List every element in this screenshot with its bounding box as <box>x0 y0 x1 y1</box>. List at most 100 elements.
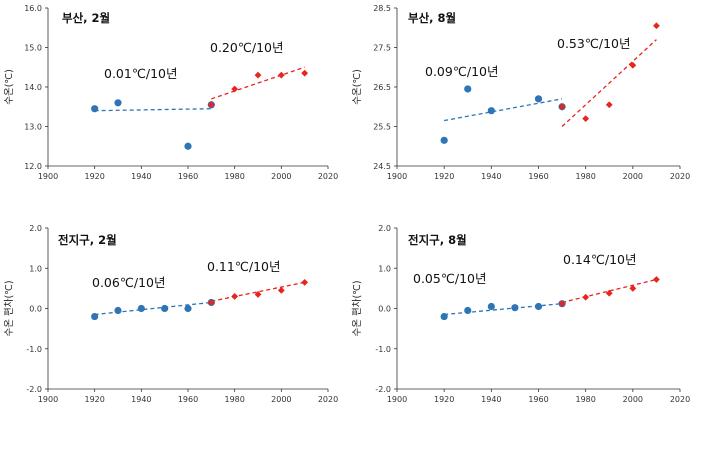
chart-title: 전지구, 8월 <box>408 233 467 247</box>
data-point-early <box>184 142 192 150</box>
x-tick-label: 1920 <box>434 172 454 181</box>
y-tick-label: 12.0 <box>24 162 42 171</box>
data-point-early <box>487 107 495 115</box>
trend-label-late: 0.53℃/10년 <box>557 36 631 51</box>
x-tick-label: 1900 <box>387 395 407 404</box>
data-point-early <box>440 136 448 144</box>
chart-panel-4: -2.0 -1.0 0.0 1.0 2.0 1900 1920 1940 1960 1980 200… <box>351 224 690 404</box>
y-tick-label: 0.0 <box>29 305 42 314</box>
y-axis-label: 수온 편차(℃) <box>351 280 363 336</box>
y-tick-label: 1.0 <box>29 264 42 273</box>
chart-panel-3: -2.0 -1.0 0.0 1.0 2.0 1900 1920 1940 1960 1980 200… <box>3 224 338 404</box>
x-tick-label: 1940 <box>131 395 151 404</box>
y-tick-label: 26.5 <box>373 83 391 92</box>
y-tick-label: 2.0 <box>29 224 42 233</box>
data-point-early <box>464 85 472 93</box>
x-tick-label: 2020 <box>670 395 690 404</box>
data-point-late <box>558 300 566 308</box>
x-tick-label: 1960 <box>178 172 198 181</box>
y-axis-label: 수온(℃) <box>352 69 363 105</box>
x-tick-label: 2000 <box>271 172 291 181</box>
data-point-early <box>464 306 472 315</box>
y-tick-label: 1.0 <box>378 264 391 273</box>
data-point-late <box>605 289 613 297</box>
x-tick-label: 1920 <box>84 172 104 181</box>
data-point-late <box>301 278 309 286</box>
y-tick-label: -2.0 <box>375 385 391 394</box>
trend-line-early <box>94 301 212 316</box>
chart-title: 전지구, 2월 <box>58 233 117 247</box>
y-tick-label: 25.5 <box>373 123 391 132</box>
trend-line-early <box>444 98 563 122</box>
trend-label-late: 0.20℃/10년 <box>210 40 284 55</box>
data-point-late <box>582 115 590 122</box>
x-tick-label: 2000 <box>271 395 291 404</box>
trend-label-early: 0.01℃/10년 <box>104 66 178 81</box>
x-tick-label: 1900 <box>387 172 407 181</box>
trend-label-early: 0.05℃/10년 <box>413 271 487 286</box>
data-point-late <box>207 299 215 306</box>
y-tick-label: 15.0 <box>24 44 42 53</box>
x-tick-label: 1960 <box>178 395 198 404</box>
trend-label-late: 0.14℃/10년 <box>563 252 637 267</box>
x-tick-label: 1980 <box>224 172 244 181</box>
x-tick-label: 2000 <box>623 172 643 181</box>
x-tick-label: 1900 <box>38 172 58 181</box>
chart-title: 부산, 2월 <box>62 11 110 25</box>
x-tick-label: 1940 <box>481 395 501 404</box>
data-point-early <box>91 105 99 113</box>
trend-line-late <box>211 281 305 302</box>
chart-panel-2: 24.5 25.5 26.5 27.5 28.5 1900 1920 1940 1960 1980… <box>352 4 690 181</box>
x-tick-label: 1920 <box>84 395 104 404</box>
data-point-early <box>161 304 169 313</box>
x-tick-label: 1960 <box>528 395 548 404</box>
data-point-late <box>207 101 215 109</box>
x-tick-label: 1980 <box>224 395 244 404</box>
trend-line-late <box>211 66 305 100</box>
trend-line-early <box>444 303 563 316</box>
data-point-late <box>277 71 285 79</box>
data-point-late <box>629 284 637 292</box>
data-point-late <box>629 61 637 69</box>
chart-title: 부산, 8월 <box>408 11 456 25</box>
x-tick-label: 1900 <box>38 395 58 404</box>
y-axis-label: 수온(℃) <box>4 69 15 105</box>
data-point-late <box>231 293 239 300</box>
data-point-late <box>254 71 262 79</box>
data-point-early <box>114 306 122 315</box>
data-point-early <box>534 95 543 103</box>
y-tick-label: -1.0 <box>26 345 42 354</box>
y-tick-label: 14.0 <box>24 83 42 92</box>
trend-label-early: 0.06℃/10년 <box>92 275 166 290</box>
data-point-early <box>440 312 448 321</box>
y-tick-label: 2.0 <box>378 224 391 233</box>
x-tick-label: 1920 <box>434 395 454 404</box>
data-point-late <box>231 85 239 93</box>
x-tick-label: 2000 <box>623 395 643 404</box>
chart-panel-1: 12.0 13.0 14.0 15.0 16.0 1900 1920 1940 1960 1980… <box>4 4 338 181</box>
x-tick-label: 2020 <box>670 172 690 181</box>
trend-label-early: 0.09℃/10년 <box>425 64 499 79</box>
x-tick-label: 2020 <box>318 395 338 404</box>
trend-line-late <box>561 278 657 304</box>
y-tick-label: 13.0 <box>24 123 42 132</box>
data-point-late <box>653 276 660 283</box>
trend-label-late: 0.11℃/10년 <box>207 259 281 274</box>
data-point-late <box>558 103 566 111</box>
data-point-late <box>277 286 285 294</box>
data-point-late <box>653 22 660 30</box>
x-tick-label: 1960 <box>528 172 548 181</box>
data-point-early <box>114 99 122 107</box>
trend-line-early <box>94 108 212 112</box>
x-tick-label: 1940 <box>481 172 501 181</box>
y-axis-label: 수온 편차(℃) <box>3 280 15 336</box>
data-point-late <box>605 101 613 109</box>
y-tick-label: -2.0 <box>26 385 42 394</box>
y-tick-label: 0.0 <box>378 305 391 314</box>
x-tick-label: 1980 <box>575 395 595 404</box>
y-tick-label: 27.5 <box>373 44 391 53</box>
data-point-late <box>582 293 590 301</box>
trend-line-late <box>561 39 657 127</box>
x-tick-label: 1940 <box>131 172 151 181</box>
